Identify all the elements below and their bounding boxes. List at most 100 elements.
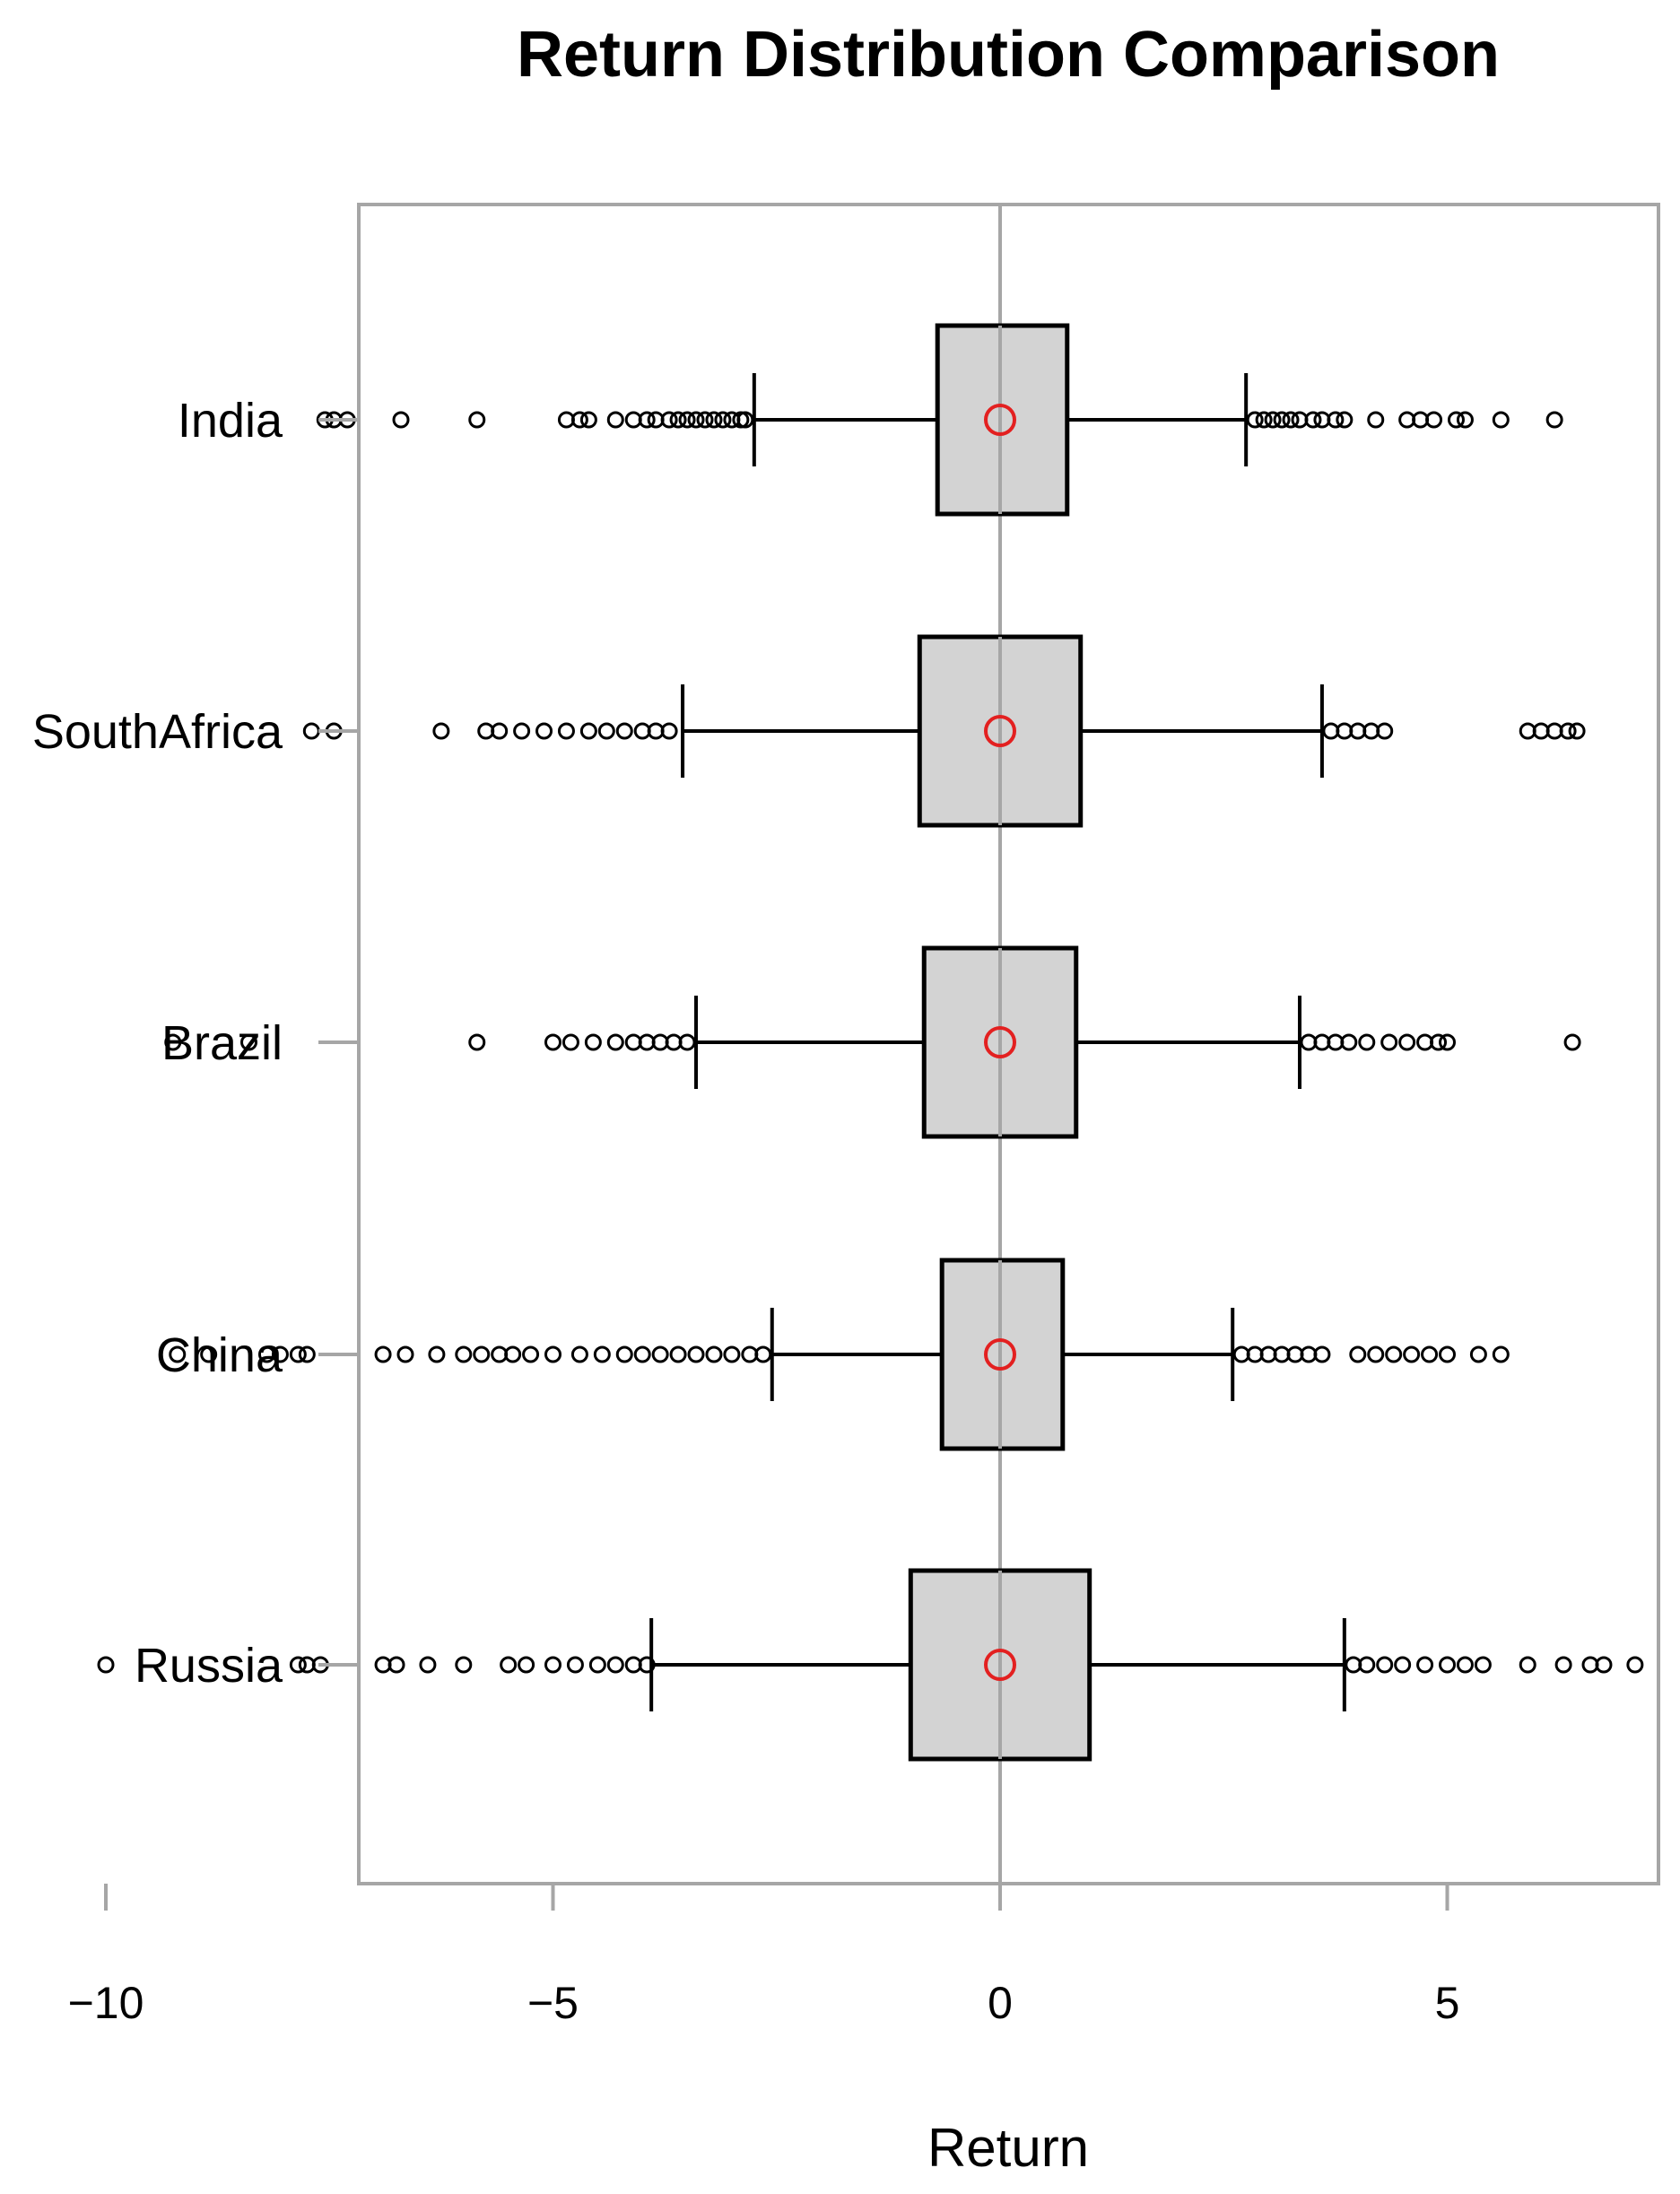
mean-marker (984, 715, 1016, 747)
outlier-point (392, 411, 410, 429)
outlier-point (1456, 411, 1474, 429)
outlier-point (1367, 1345, 1385, 1363)
outlier-point (597, 722, 615, 740)
outlier-point (455, 1345, 473, 1363)
outlier-point (570, 411, 588, 429)
chart-title: Return Distribution Comparison (517, 19, 1500, 91)
outlier-point (522, 1345, 540, 1363)
outlier-point (1340, 1033, 1358, 1051)
outlier-point (566, 1656, 584, 1674)
outlier-point (1264, 411, 1282, 429)
outlier-point (1559, 722, 1577, 740)
outlier-point (561, 1033, 579, 1051)
outlier-point (651, 1345, 669, 1363)
mean-marker (984, 1338, 1016, 1371)
category-label-russia: Russia (135, 1639, 283, 1693)
outlier-point (544, 1656, 561, 1674)
outlier-point (473, 1345, 491, 1363)
category-label-china: China (156, 1328, 283, 1382)
outlier-point (513, 722, 531, 740)
outlier-point (696, 411, 714, 429)
outlier-point (1626, 1656, 1644, 1674)
outlier-point (678, 1033, 696, 1051)
mean-marker (984, 404, 1016, 436)
outlier-point (687, 1345, 705, 1363)
outlier-point (1327, 411, 1345, 429)
outlier-point (1304, 411, 1322, 429)
outlier-point (615, 1345, 633, 1363)
outlier-point (660, 722, 678, 740)
outlier-point (1246, 411, 1264, 429)
outlier-point (387, 1656, 405, 1674)
outlier-point (638, 1656, 656, 1674)
box-group-southafrica (302, 634, 1586, 828)
outlier-point (1447, 411, 1465, 429)
outlier-point (1563, 1033, 1581, 1051)
outlier-point (1425, 411, 1443, 429)
outlier-point (606, 1656, 624, 1674)
outlier-point (557, 722, 575, 740)
outlier-point (1595, 1656, 1613, 1674)
outlier-point (544, 1033, 561, 1051)
outlier-point (1255, 411, 1273, 429)
outlier-point (1358, 1033, 1376, 1051)
outlier-point (271, 1345, 289, 1363)
x-axis: −10−50510 (68, 1884, 1460, 2028)
x-tick-label: −10 (68, 1978, 144, 2028)
outlier-point (240, 1033, 258, 1051)
outlier-point (200, 1345, 218, 1363)
outlier-point (754, 1345, 772, 1363)
outlier-point (468, 411, 486, 429)
outlier-point (374, 1345, 392, 1363)
x-tick-label: −5 (527, 1978, 579, 2028)
box-group-brazil (164, 945, 1581, 1139)
x-tick-label: 5 (1435, 1978, 1460, 2028)
category-label-india: India (178, 394, 283, 448)
outlier-point (468, 1033, 486, 1051)
outlier-point (678, 411, 696, 429)
outlier-point (1456, 1656, 1474, 1674)
outlier-point (1367, 411, 1385, 429)
outlier-point (535, 722, 553, 740)
outlier-point (705, 1345, 723, 1363)
outlier-point (164, 1033, 182, 1051)
outlier-point (419, 1656, 437, 1674)
outlier-point (714, 411, 732, 429)
y-axis: India SouthAfrica Brazil China Russia (32, 394, 359, 1693)
outlier-point (687, 411, 705, 429)
mean-marker (984, 1649, 1016, 1681)
outlier-point (570, 1345, 588, 1363)
outlier-point (1416, 1656, 1434, 1674)
outlier-point (736, 411, 754, 429)
outlier-point (428, 1345, 446, 1363)
outlier-point (1376, 1656, 1394, 1674)
outlier-point (500, 1656, 518, 1674)
iqr-box (935, 323, 1070, 517)
box-group-russia (97, 1568, 1644, 1762)
outlier-point (1336, 411, 1354, 429)
boxes-layer (97, 323, 1644, 1762)
outlier-point (1430, 1033, 1448, 1051)
category-label-southafrica: SouthAfrica (32, 705, 283, 759)
outlier-point (1492, 411, 1510, 429)
outlier-point (1474, 1656, 1492, 1674)
outlier-point (97, 1656, 115, 1674)
outlier-point (1439, 1345, 1456, 1363)
outlier-point (1385, 1345, 1403, 1363)
outlier-point (1358, 1656, 1376, 1674)
box-group-china (169, 1258, 1510, 1451)
outlier-point (606, 1033, 624, 1051)
outlier-point (504, 1345, 522, 1363)
outlier-point (1545, 411, 1563, 429)
box-group-india (316, 323, 1563, 517)
outlier-point (1492, 1345, 1510, 1363)
outlier-point (544, 1345, 561, 1363)
outlier-point (1398, 1033, 1416, 1051)
outlier-point (289, 1345, 307, 1363)
outlier-point (615, 722, 633, 740)
outlier-point (1349, 1345, 1367, 1363)
outlier-point (432, 722, 450, 740)
outlier-point (606, 411, 624, 429)
